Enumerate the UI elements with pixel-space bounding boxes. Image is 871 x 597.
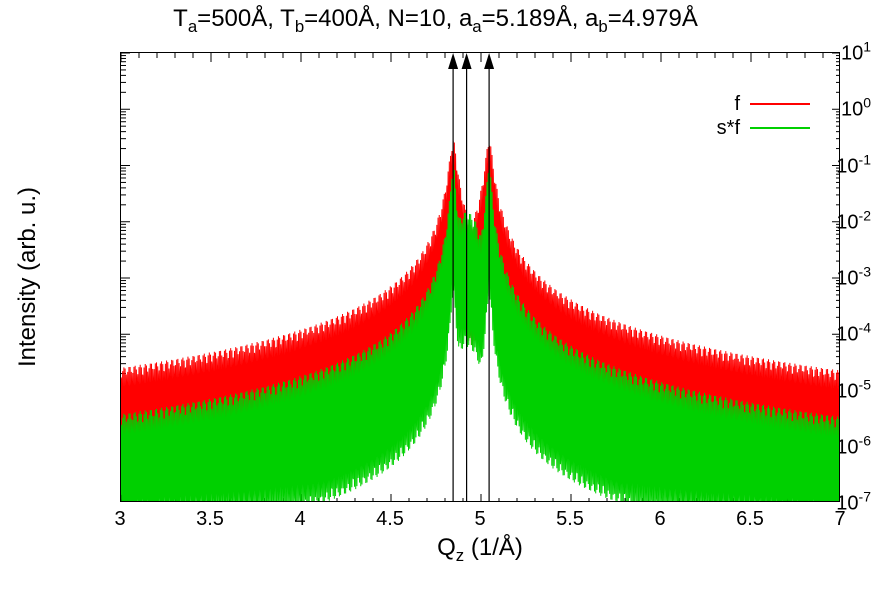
legend-label: f: [700, 93, 750, 116]
x-tick-label: 4: [294, 508, 305, 531]
legend-entry: s*f: [700, 116, 810, 140]
x-tick-label: 6: [654, 508, 665, 531]
y-axis-label: Intensity (arb. u.): [14, 187, 42, 367]
legend-line-sample: [750, 103, 810, 105]
x-tick-label: 3.5: [196, 508, 224, 531]
legend: fs*f: [700, 92, 810, 140]
x-tick-label: 5.5: [556, 508, 584, 531]
legend-line-sample: [750, 127, 810, 129]
x-tick-label: 3: [114, 508, 125, 531]
x-axis-label: Qz (1/Å): [437, 534, 523, 566]
x-tick-label: 7: [834, 508, 845, 531]
chart-title: Ta=500Å, Tb=400Å, N=10, aa=5.189Å, ab=4.…: [0, 5, 871, 37]
figure: Ta=500Å, Tb=400Å, N=10, aa=5.189Å, ab=4.…: [0, 0, 871, 597]
legend-label: s*f: [700, 117, 750, 140]
x-tick-label: 5: [474, 508, 485, 531]
x-tick-label: 4.5: [376, 508, 404, 531]
legend-entry: f: [700, 92, 810, 116]
x-tick-label: 6.5: [736, 508, 764, 531]
